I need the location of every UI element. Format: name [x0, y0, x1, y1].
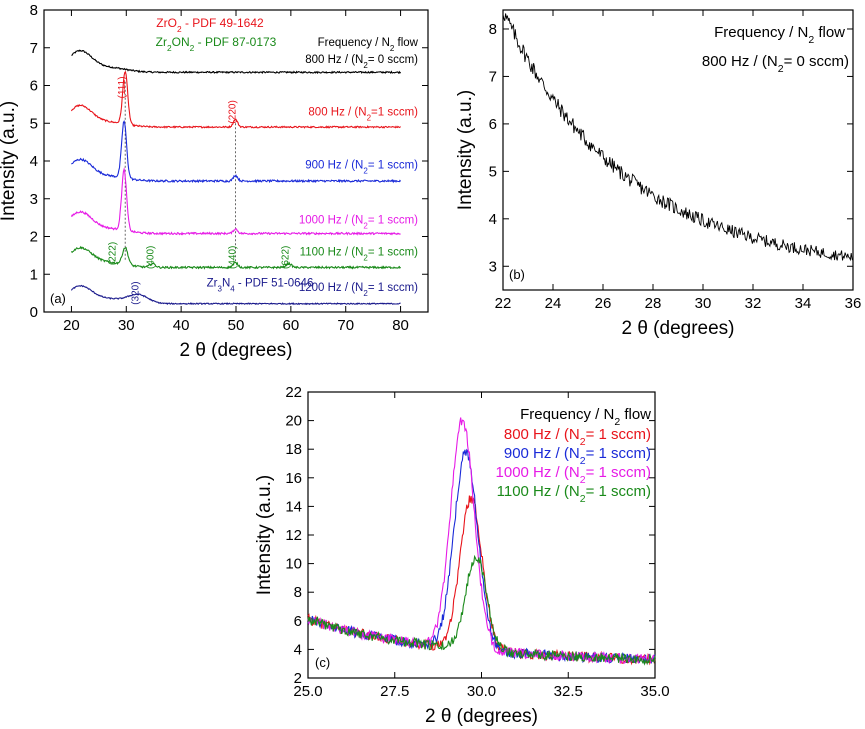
a-peak-label: (111): [117, 76, 128, 98]
c-xtick-label: 32.5: [554, 683, 583, 700]
a-ytick-label: 4: [30, 153, 38, 170]
a-peak-label: (622): [281, 246, 292, 269]
a-ytick-label: 8: [30, 2, 38, 19]
c-legend-entry: 900 Hz / (N2= 1 sccm): [504, 445, 651, 467]
c-ytick-label: 12: [285, 527, 302, 544]
a-legend-title: Frequency / N2 flow: [318, 37, 419, 53]
a-series-line: [71, 120, 402, 184]
b-xtick-label: 22: [495, 295, 512, 312]
a-series-line: [70, 70, 401, 129]
b-xlabel: 2 θ (degrees): [621, 318, 734, 339]
c-legend-entry: 1100 Hz / (N2= 1 sccm): [497, 483, 651, 505]
a-ylabel: Intensity (a.u.): [0, 101, 19, 221]
b-xtick-label: 26: [595, 295, 612, 312]
c-xtick-label: 30.0: [467, 683, 496, 700]
a-peak-label: (400): [146, 246, 157, 269]
c-ytick-label: 16: [285, 470, 302, 487]
a-series-line: [70, 167, 401, 236]
b-ytick-label: 4: [489, 211, 497, 228]
b-xtick-label: 34: [795, 295, 812, 312]
c-ytick-label: 8: [294, 584, 302, 601]
a-legend-entry: 1000 Hz / (N2= 1 sccm): [299, 214, 418, 230]
a-xtick-label: 60: [283, 317, 300, 334]
c-ytick-label: 20: [285, 413, 302, 430]
b-xtick-label: 24: [545, 295, 562, 312]
a-xtick-label: 80: [392, 317, 409, 334]
a-series-line: [71, 49, 402, 75]
c-ytick-label: 22: [285, 384, 302, 401]
b-xtick-label: 28: [645, 295, 662, 312]
b-ytick-label: 5: [489, 163, 497, 180]
a-ytick-label: 1: [30, 266, 38, 283]
a-peak-label: (222): [107, 242, 118, 265]
b-series-line: [502, 13, 854, 262]
a-xtick-label: 30: [118, 317, 135, 334]
c-series-line: [307, 554, 656, 666]
a-ytick-label: 7: [30, 40, 38, 57]
a-series-line: [70, 284, 401, 306]
a-xtick-label: 20: [63, 317, 80, 334]
a-series-line: [70, 245, 402, 270]
b-frame: [502, 9, 854, 291]
a-peak-label: (320): [130, 281, 141, 304]
a-legend-entry: 800 Hz / (N2= 0 sccm): [305, 54, 418, 70]
c-xtick-label: 35.0: [640, 683, 669, 700]
b-ytick-label: 6: [489, 116, 497, 133]
c-legend-title: Frequency / N2 flow: [520, 406, 651, 428]
a-xtick-label: 50: [228, 317, 245, 334]
c-ytick-label: 2: [294, 670, 302, 687]
b-ylabel: Intensity (a.u.): [455, 90, 476, 210]
a-xtick-label: 40: [173, 317, 190, 334]
c-xtick-label: 27.5: [380, 683, 409, 700]
a-ref-zr3n4: Zr3N4 - PDF 51-0646: [207, 277, 314, 293]
c-ytick-label: 14: [285, 498, 302, 515]
a-ref-zr2on2: Zr2ON2 - PDF 87-0173: [156, 35, 277, 53]
a-ref-zro2: ZrO2 - PDF 49-1642: [156, 16, 264, 34]
panel-c: 25.0 27.5 30.0 32.5 35.0 2 4 6 8 10 12 14 16 18 20 22 2 …: [254, 384, 670, 727]
a-ytick-label: 6: [30, 78, 38, 95]
b-ytick-label: 3: [489, 258, 497, 275]
a-legend-entry: 900 Hz / (N2= 1 sccm): [305, 160, 418, 176]
c-panel-label: (c): [315, 655, 330, 670]
c-ytick-label: 18: [285, 441, 302, 458]
a-ytick-label: 2: [30, 229, 38, 246]
a-legend-entry: 800 Hz / (N2=1 sccm): [308, 107, 418, 123]
c-xtick-label: 25.0: [293, 683, 322, 700]
a-ytick-label: 5: [30, 115, 38, 132]
b-panel-label: (b): [509, 267, 525, 282]
b-ytick-label: 8: [489, 21, 497, 38]
b-legend-title: Frequency / N2 flow: [714, 24, 845, 46]
c-legend-entry: 800 Hz / (N2= 1 sccm): [504, 426, 651, 448]
a-legend-entry: 1200 Hz / (N2= 1 sccm): [299, 282, 418, 298]
a-xtick-label: 70: [337, 317, 354, 334]
c-ytick-label: 10: [285, 556, 302, 573]
a-ytick-label: 0: [30, 304, 38, 321]
b-ytick-label: 7: [489, 68, 497, 85]
c-ytick-label: 6: [294, 613, 302, 630]
a-panel-label: (a): [50, 291, 66, 306]
a-ytick-label: 3: [30, 191, 38, 208]
a-peak-label: (220): [228, 100, 239, 123]
a-xlabel: 2 θ (degrees): [179, 340, 292, 361]
b-xtick-label: 36: [845, 295, 862, 312]
b-xtick-label: 30: [695, 295, 712, 312]
a-peak-label: (440): [228, 246, 239, 269]
panel-a: 20 30 40 50 60 70 80 0 1 2 3 4 5 6 7 8 2 θ (degrees) Inte…: [0, 2, 429, 361]
a-legend-entry: 1100 Hz / (N2= 1 sccm): [300, 246, 418, 262]
c-xlabel: 2 θ (degrees): [425, 706, 538, 727]
c-ylabel: Intensity (a.u.): [254, 475, 275, 595]
c-legend-entry: 1000 Hz / (N2= 1 sccm): [496, 464, 651, 486]
b-xtick-label: 32: [745, 295, 762, 312]
b-legend-entry: 800 Hz / (N2= 0 sccm): [702, 53, 849, 75]
c-ytick-label: 4: [294, 641, 302, 658]
